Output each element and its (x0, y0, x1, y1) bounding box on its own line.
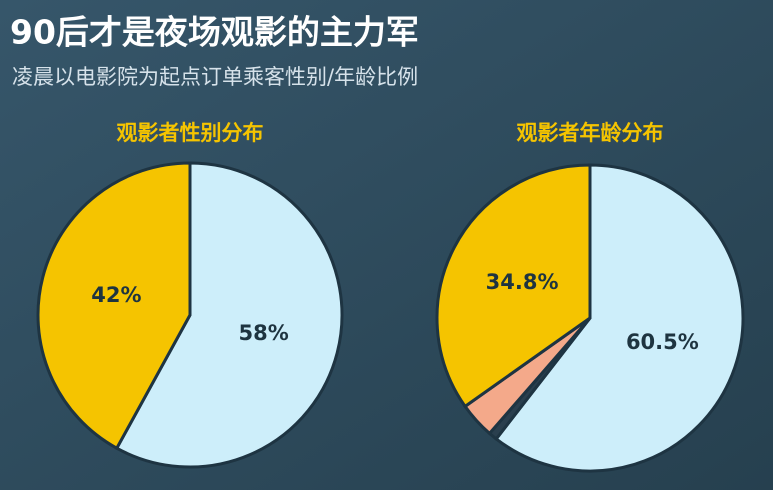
page-subtitle: 凌晨以电影院为起点订单乘客性别/年龄比例 (12, 65, 418, 89)
pie-slice (36, 161, 192, 451)
data-label: 42% (91, 283, 141, 307)
pie-slice (435, 163, 592, 409)
pie-title: 观影者年龄分布 (517, 121, 664, 145)
page-title: 90后才是夜场观影的主力军 (10, 13, 419, 52)
pie-title: 观影者性别分布 (117, 121, 264, 145)
data-label: 60.5% (626, 330, 699, 354)
pie-slice (114, 161, 344, 469)
data-label: 34.8% (486, 270, 559, 294)
data-label: 58% (238, 321, 288, 345)
pie-slice (494, 163, 745, 473)
